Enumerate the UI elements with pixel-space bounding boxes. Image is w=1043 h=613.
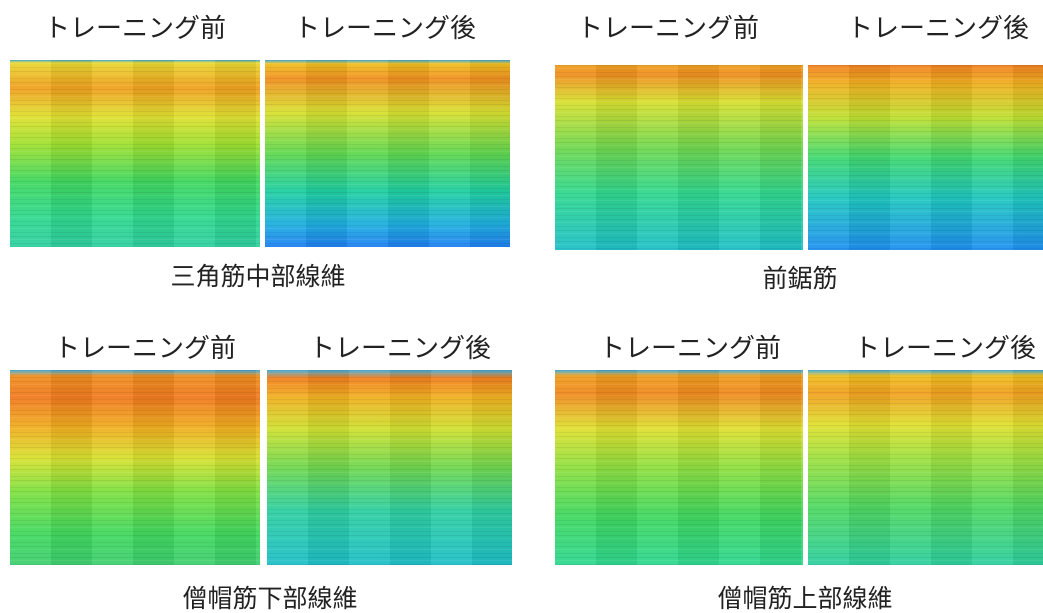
heatmap bbox=[808, 370, 1043, 565]
after-label: トレーニング後 bbox=[854, 334, 1036, 364]
panel-caption: 僧帽筋上部線維 bbox=[717, 584, 892, 613]
after-label: トレーニング後 bbox=[294, 14, 476, 44]
after-label: トレーニング後 bbox=[309, 334, 491, 364]
before-label: トレーニング前 bbox=[44, 14, 226, 44]
panel-caption: 僧帽筋下部線維 bbox=[182, 584, 357, 613]
heatmap bbox=[555, 370, 803, 565]
heatmap bbox=[267, 370, 512, 565]
heatmap bbox=[10, 60, 260, 247]
heatmap bbox=[555, 65, 803, 250]
panel-caption: 前鋸筋 bbox=[762, 264, 837, 294]
heatmap bbox=[10, 370, 260, 565]
before-label: トレーニング前 bbox=[54, 334, 236, 364]
before-label: トレーニング前 bbox=[577, 14, 759, 44]
heatmap bbox=[808, 65, 1043, 250]
figure: トレーニング前 トレーニング後 三角筋中部線維 トレーニング前 トレーニング後 … bbox=[0, 0, 1043, 613]
heatmap bbox=[265, 60, 510, 247]
before-label: トレーニング前 bbox=[599, 334, 781, 364]
panel-caption: 三角筋中部線維 bbox=[170, 262, 345, 292]
after-label: トレーニング後 bbox=[847, 14, 1029, 44]
